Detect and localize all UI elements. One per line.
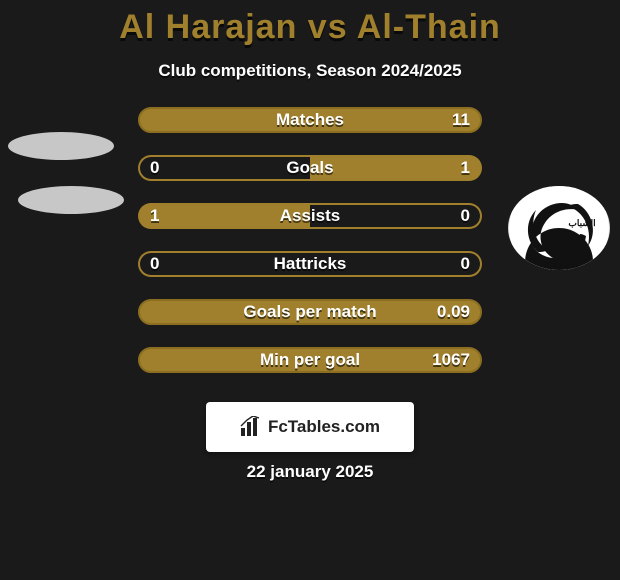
stat-row: Goals01 — [138, 155, 482, 181]
stat-value-right: 1067 — [432, 347, 470, 373]
bar-chart-icon — [240, 416, 262, 438]
stat-bar-right — [310, 251, 482, 277]
stat-bar-left — [138, 251, 310, 277]
stat-bar-right — [310, 155, 482, 181]
page-subtitle: Club competitions, Season 2024/2025 — [0, 61, 620, 81]
stat-row: Assists10 — [138, 203, 482, 229]
stat-bar-right — [310, 203, 482, 229]
stat-row: Hattricks00 — [138, 251, 482, 277]
team-right-badge: الشباب Al Shabab — [508, 186, 610, 270]
team-left-logo-placeholder-2 — [18, 186, 124, 214]
stat-value-right: 0 — [461, 203, 470, 229]
stat-value-right: 0 — [461, 251, 470, 277]
team-left-logo-placeholder-1 — [8, 132, 114, 160]
stat-row: Goals per match0.09 — [138, 299, 482, 325]
page-title: Al Harajan vs Al-Thain — [0, 8, 620, 47]
snapshot-date: 22 january 2025 — [0, 462, 620, 482]
stat-row: Min per goal1067 — [138, 347, 482, 373]
stat-bar — [138, 347, 482, 373]
stat-value-right: 11 — [452, 107, 470, 133]
shabab-swirl-icon: الشباب Al Shabab — [508, 186, 610, 270]
stat-value-left: 0 — [150, 251, 159, 277]
stat-value-left: 1 — [150, 203, 159, 229]
stat-bar-left — [138, 203, 310, 229]
stat-bar — [138, 299, 482, 325]
fctables-link[interactable]: FcTables.com — [206, 402, 414, 452]
stat-value-right: 0.09 — [437, 299, 470, 325]
stat-bar-left — [138, 155, 310, 181]
stat-row: Matches11 — [138, 107, 482, 133]
stat-value-left: 0 — [150, 155, 159, 181]
stat-bar — [138, 107, 482, 133]
stat-value-right: 1 — [461, 155, 470, 181]
fctables-label: FcTables.com — [268, 417, 380, 437]
badge-arabic-label: الشباب — [568, 218, 595, 229]
